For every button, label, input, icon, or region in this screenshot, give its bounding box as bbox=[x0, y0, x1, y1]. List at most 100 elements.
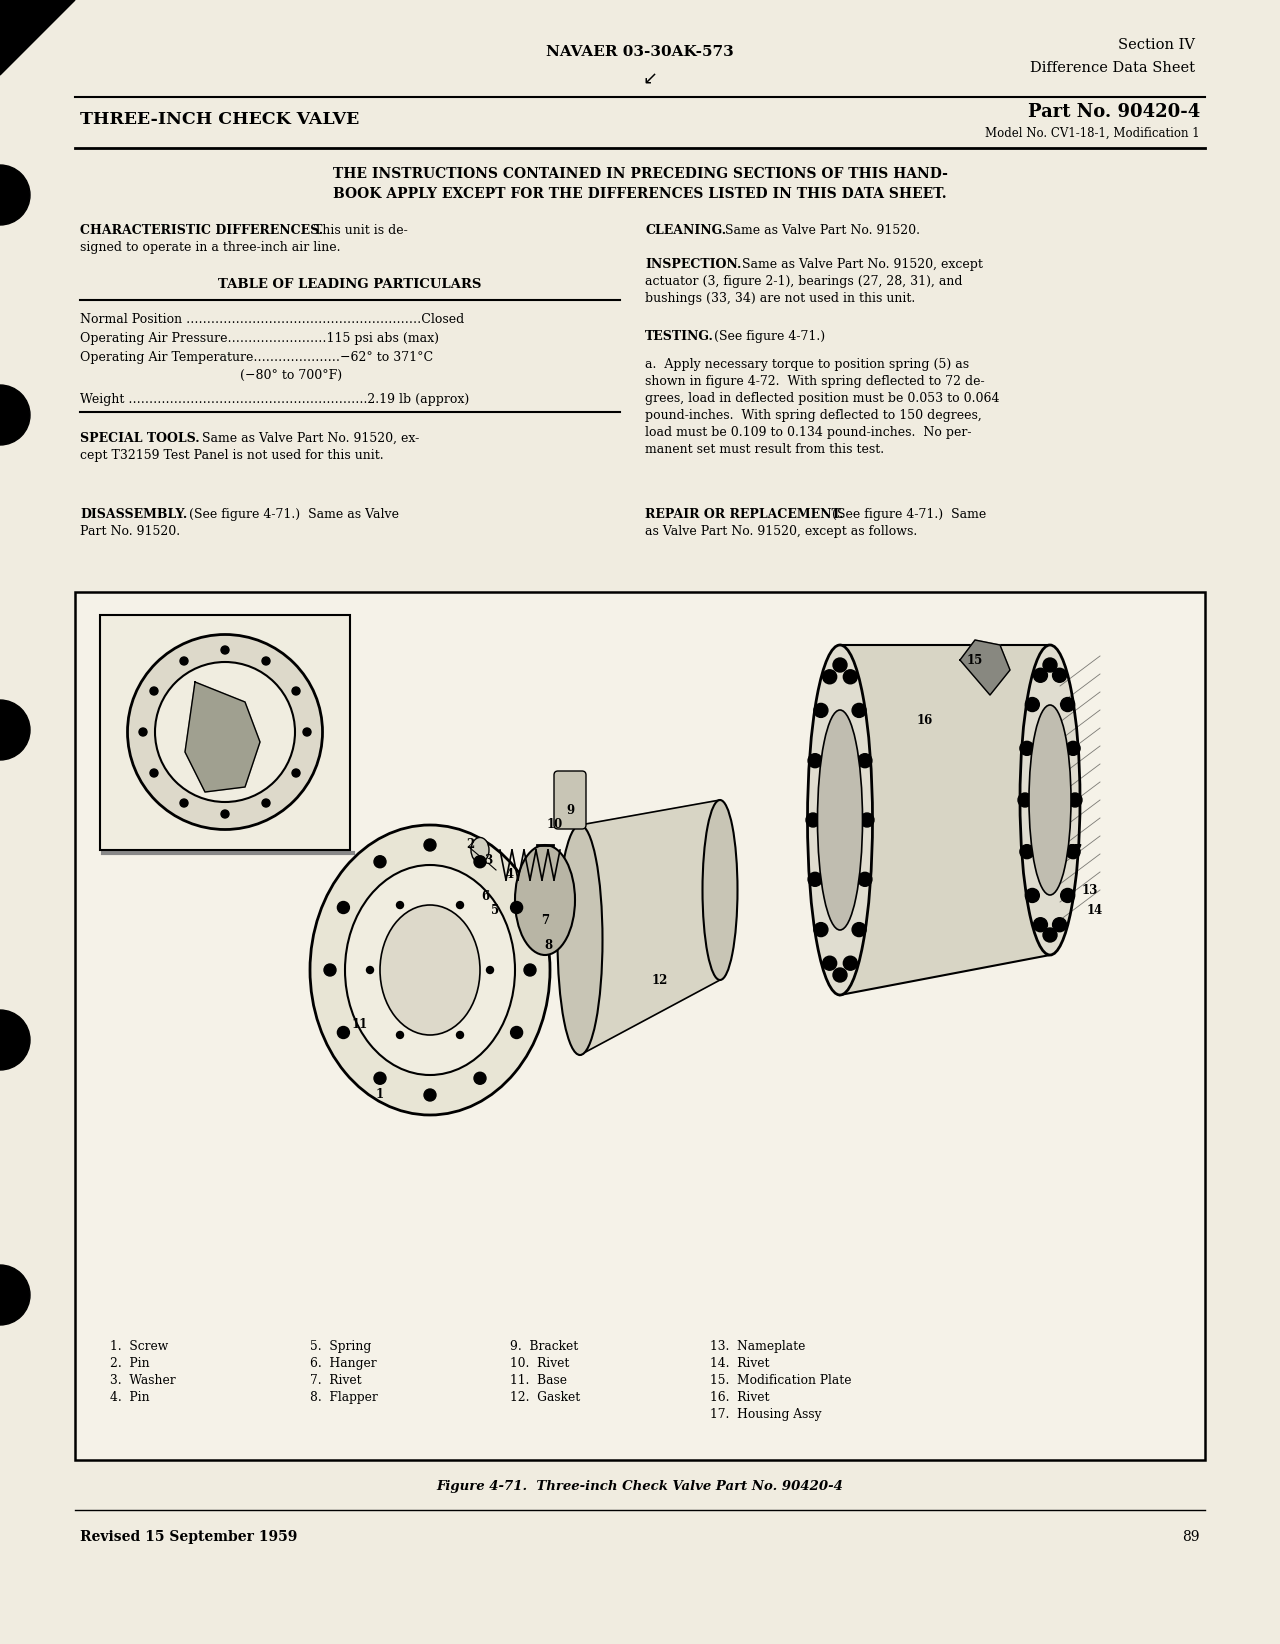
Circle shape bbox=[303, 728, 311, 737]
Bar bbox=[100, 615, 349, 850]
Text: 15.  Modification Plate: 15. Modification Plate bbox=[710, 1374, 851, 1388]
Text: pound-inches.  With spring deflected to 150 degrees,: pound-inches. With spring deflected to 1… bbox=[645, 409, 982, 423]
Circle shape bbox=[1066, 845, 1080, 858]
Circle shape bbox=[397, 901, 403, 909]
Ellipse shape bbox=[515, 845, 575, 955]
Circle shape bbox=[1033, 667, 1047, 682]
Ellipse shape bbox=[471, 837, 489, 863]
Text: 9.  Bracket: 9. Bracket bbox=[509, 1340, 579, 1353]
Circle shape bbox=[366, 967, 374, 973]
Text: THE INSTRUCTIONS CONTAINED IN PRECEDING SECTIONS OF THIS HAND-: THE INSTRUCTIONS CONTAINED IN PRECEDING … bbox=[333, 168, 947, 181]
Text: Section IV: Section IV bbox=[1117, 38, 1196, 53]
Circle shape bbox=[852, 704, 867, 717]
Circle shape bbox=[524, 963, 536, 977]
Text: signed to operate in a three-inch air line.: signed to operate in a three-inch air li… bbox=[79, 242, 340, 255]
Text: 10.  Rivet: 10. Rivet bbox=[509, 1356, 570, 1369]
Circle shape bbox=[374, 857, 387, 868]
Circle shape bbox=[852, 922, 867, 937]
Text: THREE-INCH CHECK VALVE: THREE-INCH CHECK VALVE bbox=[79, 112, 360, 128]
Text: INSPECTION.: INSPECTION. bbox=[645, 258, 741, 271]
Text: Normal Position …………………………………………………Closed: Normal Position …………………………………………………Close… bbox=[79, 312, 465, 326]
FancyBboxPatch shape bbox=[554, 771, 586, 829]
Circle shape bbox=[1018, 792, 1032, 807]
Ellipse shape bbox=[128, 635, 323, 830]
Text: Revised 15 September 1959: Revised 15 September 1959 bbox=[79, 1531, 297, 1544]
Text: bushings (33, 34) are not used in this unit.: bushings (33, 34) are not used in this u… bbox=[645, 293, 915, 306]
Text: 1: 1 bbox=[376, 1088, 384, 1101]
Text: NAVAER 03-30AK-573: NAVAER 03-30AK-573 bbox=[547, 44, 733, 59]
Ellipse shape bbox=[818, 710, 863, 931]
Text: 11: 11 bbox=[352, 1019, 369, 1031]
Circle shape bbox=[374, 1072, 387, 1085]
Circle shape bbox=[338, 1026, 349, 1039]
Circle shape bbox=[262, 799, 270, 807]
Circle shape bbox=[292, 769, 300, 778]
Ellipse shape bbox=[310, 825, 550, 1115]
Text: Part No. 90420-4: Part No. 90420-4 bbox=[1028, 104, 1201, 122]
Circle shape bbox=[511, 1026, 522, 1039]
Circle shape bbox=[180, 658, 188, 664]
Polygon shape bbox=[580, 801, 719, 1055]
Ellipse shape bbox=[558, 825, 603, 1055]
Text: 5: 5 bbox=[492, 904, 499, 916]
Text: 14: 14 bbox=[1087, 904, 1103, 916]
Circle shape bbox=[1052, 917, 1066, 932]
Polygon shape bbox=[960, 640, 1010, 695]
Circle shape bbox=[1052, 667, 1066, 682]
Text: 6.  Hanger: 6. Hanger bbox=[310, 1356, 376, 1369]
Text: actuator (3, figure 2-1), bearings (27, 28, 31), and: actuator (3, figure 2-1), bearings (27, … bbox=[645, 275, 963, 288]
Circle shape bbox=[0, 164, 29, 225]
Text: 17.  Housing Assy: 17. Housing Assy bbox=[710, 1407, 822, 1420]
Circle shape bbox=[221, 646, 229, 654]
Text: a.  Apply necessary torque to position spring (5) as: a. Apply necessary torque to position sp… bbox=[645, 358, 969, 372]
Text: Same as Valve Part No. 91520, ex-: Same as Valve Part No. 91520, ex- bbox=[198, 432, 420, 446]
Circle shape bbox=[806, 814, 820, 827]
Polygon shape bbox=[186, 682, 260, 792]
Text: load must be 0.109 to 0.134 pound-inches.  No per-: load must be 0.109 to 0.134 pound-inches… bbox=[645, 426, 972, 439]
Circle shape bbox=[140, 728, 147, 737]
Circle shape bbox=[808, 873, 822, 886]
Text: CHARACTERISTIC DIFFERENCES.: CHARACTERISTIC DIFFERENCES. bbox=[79, 224, 323, 237]
Circle shape bbox=[397, 1031, 403, 1039]
Text: 9: 9 bbox=[566, 804, 573, 817]
Text: 4: 4 bbox=[506, 868, 515, 881]
Text: (−80° to 700°F): (−80° to 700°F) bbox=[241, 368, 342, 381]
Text: 1.  Screw: 1. Screw bbox=[110, 1340, 168, 1353]
Text: cept T32159 Test Panel is not used for this unit.: cept T32159 Test Panel is not used for t… bbox=[79, 449, 384, 462]
Text: 8.  Flapper: 8. Flapper bbox=[310, 1391, 378, 1404]
Circle shape bbox=[486, 967, 494, 973]
Circle shape bbox=[1068, 792, 1082, 807]
Circle shape bbox=[0, 700, 29, 760]
Text: 2: 2 bbox=[466, 838, 474, 852]
Circle shape bbox=[1025, 697, 1039, 712]
Ellipse shape bbox=[1029, 705, 1071, 894]
Text: 89: 89 bbox=[1183, 1531, 1201, 1544]
Text: Same as Valve Part No. 91520.: Same as Valve Part No. 91520. bbox=[717, 224, 920, 237]
Circle shape bbox=[474, 857, 486, 868]
Text: 14.  Rivet: 14. Rivet bbox=[710, 1356, 769, 1369]
Circle shape bbox=[860, 814, 874, 827]
Circle shape bbox=[823, 669, 837, 684]
Text: 16.  Rivet: 16. Rivet bbox=[710, 1391, 769, 1404]
Circle shape bbox=[338, 901, 349, 914]
Text: (See figure 4-71.): (See figure 4-71.) bbox=[707, 330, 826, 344]
Text: BOOK APPLY EXCEPT FOR THE DIFFERENCES LISTED IN THIS DATA SHEET.: BOOK APPLY EXCEPT FOR THE DIFFERENCES LI… bbox=[333, 187, 947, 201]
Text: DISASSEMBLY.: DISASSEMBLY. bbox=[79, 508, 187, 521]
Text: This unit is de-: This unit is de- bbox=[310, 224, 408, 237]
Text: Operating Air Pressure……………………115 psi abs (max): Operating Air Pressure……………………115 psi ab… bbox=[79, 332, 439, 345]
Circle shape bbox=[833, 968, 847, 981]
Circle shape bbox=[0, 1264, 29, 1325]
Ellipse shape bbox=[197, 705, 252, 760]
Ellipse shape bbox=[808, 644, 873, 995]
Text: grees, load in deflected position must be 0.053 to 0.064: grees, load in deflected position must b… bbox=[645, 391, 1000, 404]
Text: 13: 13 bbox=[1082, 883, 1098, 896]
Circle shape bbox=[424, 838, 436, 852]
Text: CLEANING.: CLEANING. bbox=[645, 224, 726, 237]
Circle shape bbox=[180, 799, 188, 807]
Polygon shape bbox=[840, 644, 1050, 995]
Text: (See figure 4-71.)  Same as Valve: (See figure 4-71.) Same as Valve bbox=[180, 508, 399, 521]
Text: 4.  Pin: 4. Pin bbox=[110, 1391, 150, 1404]
Text: 12: 12 bbox=[652, 973, 668, 986]
Circle shape bbox=[1066, 741, 1080, 755]
Circle shape bbox=[808, 753, 822, 768]
